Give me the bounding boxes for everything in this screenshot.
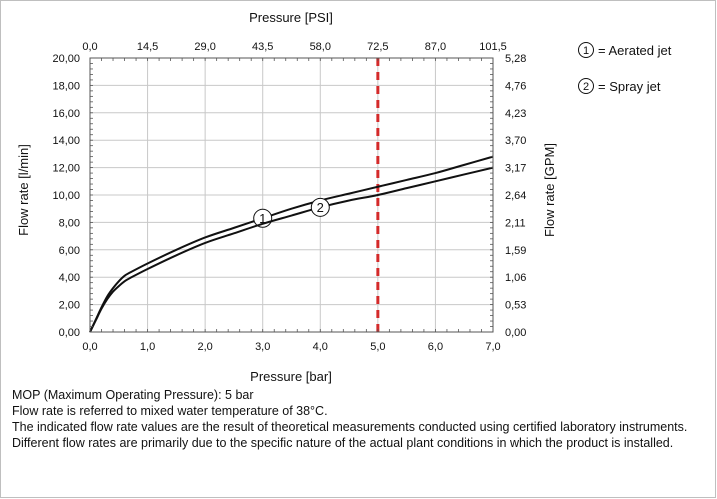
x2-tick-label: 14,5 <box>137 41 158 53</box>
tick-labels: 0,0 1,0 2,0 3,0 4,0 5,0 6,0 7,0 0,0 14,5 29,0 43,5 5… <box>52 41 526 353</box>
legend-marker-2 <box>578 78 594 94</box>
legend-marker-1-label: 1 <box>583 45 589 57</box>
y-tick-label: 16,00 <box>52 108 80 120</box>
y2-tick-label: 0,53 <box>505 300 526 312</box>
x2-tick-label: 101,5 <box>479 41 507 53</box>
y2-axis-title: Flow rate [GPM] <box>542 143 557 237</box>
x2-tick-label: 43,5 <box>252 41 273 53</box>
y-axis-title: Flow rate [l/min] <box>16 144 31 236</box>
y-tick-label: 4,00 <box>59 272 80 284</box>
y-tick-label: 20,00 <box>52 53 80 65</box>
y2-tick-label: 3,17 <box>505 163 526 175</box>
x2-tick-label: 0,0 <box>82 41 97 53</box>
legend-item-aerated: 1 = Aerated jet <box>578 42 672 58</box>
x-tick-label: 5,0 <box>370 341 385 353</box>
note-conditions: Different flow rates are primarily due t… <box>12 436 674 450</box>
x-tick-label: 0,0 <box>82 341 97 353</box>
y-tick-label: 10,00 <box>52 190 80 202</box>
note-mop: MOP (Maximum Operating Pressure): 5 bar <box>12 388 254 402</box>
x2-tick-label: 72,5 <box>367 41 388 53</box>
y-tick-label: 6,00 <box>59 245 80 257</box>
x2-tick-label: 87,0 <box>425 41 446 53</box>
y2-tick-label: 3,70 <box>505 135 526 147</box>
y-tick-label: 12,00 <box>52 163 80 175</box>
legend-item-spray: 2 = Spray jet <box>578 78 661 94</box>
x2-axis-title: Pressure [PSI] <box>249 10 333 25</box>
grid-lines <box>89 57 494 333</box>
legend-marker-1 <box>578 42 594 58</box>
legend: 1 = Aerated jet 2 = Spray jet <box>578 42 672 94</box>
y-tick-label: 18,00 <box>52 80 80 92</box>
series-marker-label-1: 1 <box>259 211 266 226</box>
flow-rate-chart: 12 0,0 1,0 2,0 3,0 4,0 5,0 6,0 7,00,0 14,5 29,0 43… <box>16 10 672 384</box>
x-axis-title: Pressure [bar] <box>250 369 332 384</box>
x2-tick-label: 29,0 <box>194 41 215 53</box>
y2-tick-label: 1,06 <box>505 272 526 284</box>
series-line-2 <box>89 166 494 333</box>
note-temperature: Flow rate is referred to mixed water tem… <box>12 404 328 418</box>
legend-text-aerated: = Aerated jet <box>598 43 672 58</box>
y-tick-label: 8,00 <box>59 217 80 229</box>
axes <box>89 57 494 333</box>
series-marker-label-2: 2 <box>317 200 324 215</box>
y-tick-label: 0,00 <box>59 327 80 339</box>
legend-text-spray: = Spray jet <box>598 79 661 94</box>
y2-tick-label: 4,23 <box>505 108 526 120</box>
x-tick-label: 7,0 <box>485 341 500 353</box>
notes-block: MOP (Maximum Operating Pressure): 5 bar … <box>12 387 712 451</box>
y2-tick-label: 2,64 <box>505 190 526 202</box>
x2-tick-label: 58,0 <box>310 41 331 53</box>
x-tick-label: 4,0 <box>313 341 328 353</box>
series-line-1 <box>89 155 494 333</box>
y-tick-label: 14,00 <box>52 135 80 147</box>
series-layer: 12 <box>89 155 494 333</box>
y2-tick-label: 5,28 <box>505 53 526 65</box>
x-tick-label: 2,0 <box>197 341 212 353</box>
y2-tick-label: 4,76 <box>505 80 526 92</box>
y2-tick-label: 2,11 <box>505 217 526 229</box>
note-measurement: The indicated flow rate values are the r… <box>12 420 688 434</box>
y-tick-label: 2,00 <box>59 300 80 312</box>
x-tick-label: 6,0 <box>428 341 443 353</box>
y2-tick-label: 1,59 <box>505 245 526 257</box>
x-tick-label: 3,0 <box>255 341 270 353</box>
series-marker-2 <box>310 197 330 217</box>
legend-marker-2-label: 2 <box>583 81 589 93</box>
x-tick-label: 1,0 <box>140 341 155 353</box>
y2-tick-label: 0,00 <box>505 327 526 339</box>
